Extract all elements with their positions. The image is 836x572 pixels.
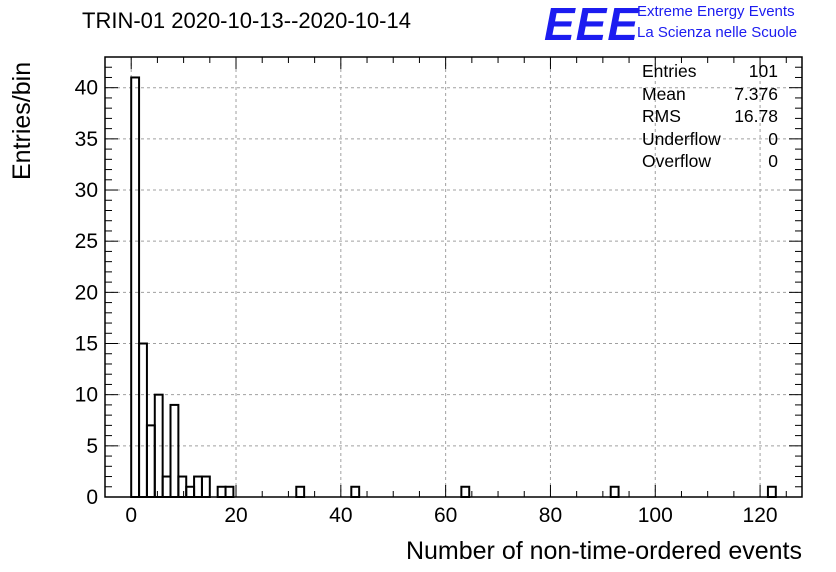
stat-value: 7.376	[734, 83, 778, 104]
histogram-bar	[169, 403, 180, 499]
stats-box: Entries 101 Mean 7.376 RMS 16.78 Underfl…	[642, 60, 778, 173]
x-tick-label: 20	[224, 504, 247, 527]
x-tick-label: 100	[638, 504, 673, 527]
stat-value: 101	[748, 61, 778, 81]
stat-row-entries: Entries 101	[642, 60, 778, 83]
y-tick-label: 20	[75, 281, 98, 304]
stat-value: 0	[768, 128, 778, 149]
axes	[104, 56, 803, 498]
histogram-bar	[460, 485, 471, 499]
stat-row-rms: RMS 16.78	[642, 105, 778, 128]
y-tick-label: 40	[75, 77, 98, 100]
histogram-bar	[185, 485, 196, 499]
stat-label: RMS	[642, 106, 681, 126]
y-tick-label: 0	[86, 486, 98, 509]
stat-value: 16.78	[734, 106, 778, 126]
x-tick-label: 60	[434, 504, 457, 527]
logo-line-1: Extreme Energy Events	[637, 3, 795, 20]
y-tick-label: 25	[75, 230, 98, 253]
histogram-bar	[193, 475, 203, 498]
eee-logo: EEE	[544, 0, 640, 50]
plot-frame	[104, 56, 803, 498]
histogram-bar	[130, 76, 141, 498]
x-axis-label: Number of non-time-ordered events	[405, 537, 802, 565]
x-tick-label: 120	[743, 504, 778, 527]
histogram-bar	[145, 424, 156, 499]
stat-row-overflow: Overflow 0	[642, 150, 778, 173]
stat-label: Overflow	[642, 151, 712, 171]
x-tick-label: 40	[329, 504, 352, 527]
stat-label: Entries	[642, 61, 697, 81]
y-axis-label: Entries/bin	[8, 61, 36, 180]
histogram-bars	[130, 76, 777, 499]
histogram-bar	[138, 342, 148, 498]
logo-line-2: La Scienza nelle Scuole	[637, 24, 798, 41]
tick-labels: 0 20 40 60 80 100 120 0 5 10 15 20 25 30 35 40	[75, 77, 778, 527]
y-tick-label: 30	[75, 179, 98, 202]
histogram-bar	[224, 485, 235, 499]
histogram-bar	[609, 485, 620, 499]
stat-label: Underflow	[642, 128, 721, 149]
grid	[105, 57, 802, 497]
x-tick-label: 80	[539, 504, 562, 527]
histogram-bar	[177, 475, 188, 498]
stat-row-mean: Mean 7.376	[642, 83, 778, 106]
histogram-bar	[766, 485, 777, 499]
histogram-bar	[200, 475, 211, 498]
y-tick-label: 10	[75, 384, 98, 407]
histogram-bar	[161, 475, 172, 498]
stat-label: Mean	[642, 83, 686, 104]
x-tick-label: 0	[125, 504, 137, 527]
histogram-bar	[216, 485, 227, 499]
histogram-bar	[153, 393, 164, 498]
chart-title: TRIN-01 2020-10-13--2020-10-14	[82, 8, 411, 33]
histogram-bar	[295, 485, 306, 499]
stat-row-underflow: Underflow 0	[642, 128, 778, 151]
histogram-bar	[350, 485, 361, 499]
y-tick-label: 5	[86, 435, 98, 458]
y-tick-label: 35	[75, 128, 98, 151]
y-tick-label: 15	[75, 333, 98, 356]
stat-value: 0	[768, 151, 778, 171]
